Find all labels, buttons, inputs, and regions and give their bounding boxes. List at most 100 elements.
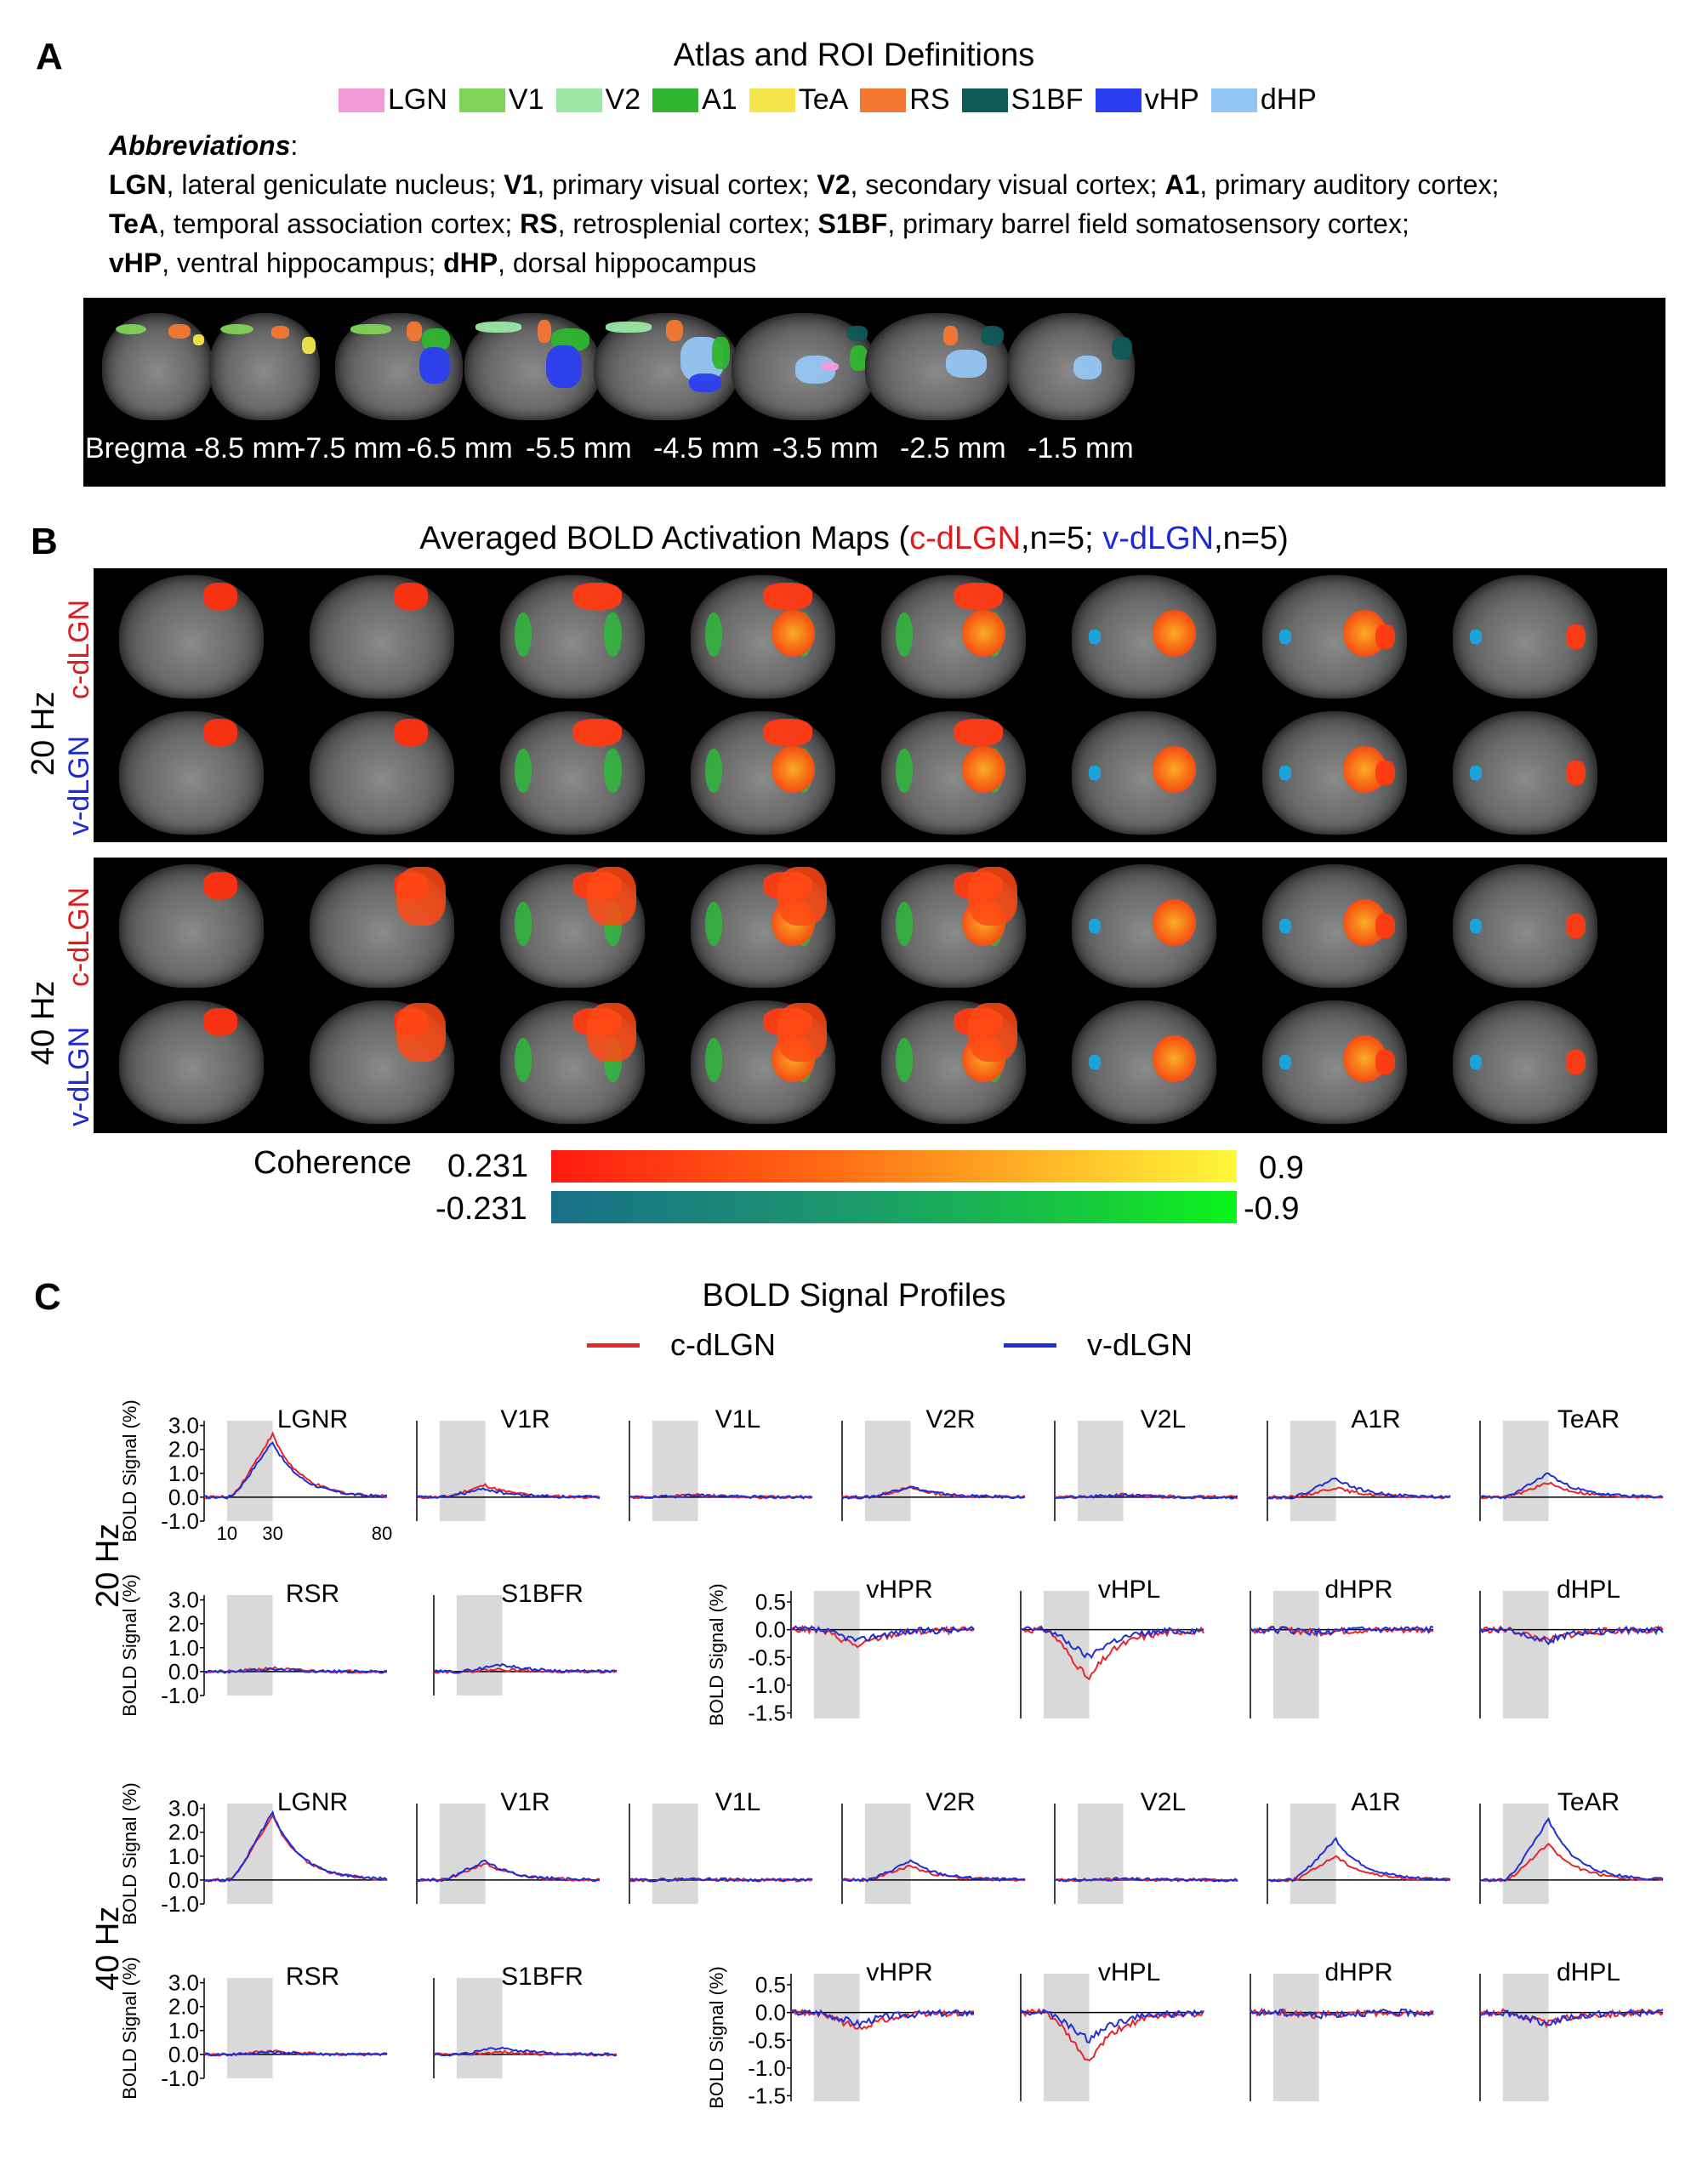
brain-slice — [500, 711, 645, 835]
roi-overlay — [475, 322, 522, 333]
roi-overlay — [954, 582, 1003, 610]
series-c-dlgn — [1479, 1843, 1664, 1883]
series-v-dlgn — [1020, 1626, 1204, 1660]
y-tick-label: -1.0 — [161, 1891, 199, 1917]
stimulus-window — [652, 1804, 698, 1904]
chart-title: TeAR — [1557, 1405, 1620, 1433]
abbr-definition: , secondary visual cortex; — [850, 169, 1165, 200]
profile-chart-v1r — [416, 1804, 601, 1904]
roi-overlay — [705, 1037, 723, 1082]
roi-overlay — [705, 748, 723, 793]
roi-overlay — [270, 326, 289, 339]
brain-slice — [1072, 575, 1216, 698]
y-tick-label: 2.0 — [168, 1994, 199, 2020]
slice-label: -3.5 mm — [772, 432, 879, 464]
roi-overlay — [572, 718, 622, 746]
brain-slice — [500, 864, 645, 988]
legend-item-v2: V2 — [555, 83, 641, 117]
stimulus-window — [226, 1978, 273, 2078]
y-tick-label: -0.5 — [748, 1644, 786, 1670]
brain-slice — [1262, 1000, 1407, 1124]
profile-chart-dhpl — [1479, 1591, 1664, 1718]
stimulus-window — [1502, 1974, 1549, 2101]
roi-overlay — [1470, 765, 1482, 781]
legend-swatch — [555, 88, 602, 112]
roi-overlay — [1279, 629, 1291, 645]
abbreviations: Abbreviations: LGN, lateral geniculate n… — [109, 130, 1500, 278]
slice-label: -6.5 mm — [407, 432, 513, 464]
roi-overlay — [821, 362, 839, 372]
roi-overlay — [396, 1002, 446, 1063]
y-tick-label: 3.0 — [168, 1587, 199, 1613]
legend-swatch — [1095, 88, 1142, 112]
abbr-term: RS — [520, 208, 558, 239]
stimulus-window — [1502, 1591, 1549, 1718]
profile-chart-vhpl — [1020, 1591, 1204, 1718]
legend-label: V2 — [605, 83, 641, 116]
stimulus-window — [813, 1974, 860, 2101]
roi-overlay — [962, 609, 1006, 657]
brain-slice — [119, 711, 264, 835]
stimulus-window — [1272, 1591, 1319, 1718]
abbr-definition: , lateral geniculate nucleus; — [166, 169, 504, 200]
chart-title: vHPR — [866, 1576, 932, 1604]
legend-label: vHP — [1144, 83, 1199, 116]
stimulus-window — [864, 1804, 911, 1904]
brain-slice — [464, 313, 601, 420]
roi-overlay — [850, 345, 868, 372]
x-tick-label: 30 — [262, 1523, 282, 1544]
brain-slice — [1072, 711, 1216, 835]
brain-slice — [310, 575, 454, 698]
chart-title: vHPR — [866, 1958, 932, 1986]
series-v-dlgn — [203, 2049, 388, 2057]
roi-overlay — [168, 323, 191, 339]
roi-overlay — [393, 582, 429, 610]
abbr-term: A1 — [1164, 169, 1200, 200]
stimulus-window — [1290, 1421, 1336, 1521]
chart-title: TeAR — [1557, 1788, 1620, 1816]
profile-chart-rsr — [200, 1978, 388, 2079]
slice-label: Bregma -8.5 mm — [85, 432, 301, 464]
series-v-dlgn — [790, 1625, 975, 1643]
stimulus-window — [456, 1595, 503, 1696]
series-c-dlgn — [1020, 2008, 1204, 2062]
y-tick-label: 0.0 — [755, 2000, 786, 2026]
chart-title: A1R — [1351, 1405, 1400, 1433]
panel-a-letter: A — [36, 36, 63, 77]
y-tick-label: 1.0 — [168, 1461, 199, 1486]
roi-overlay — [202, 871, 238, 899]
brain-slice — [310, 864, 454, 988]
series-v-dlgn — [1054, 1877, 1238, 1883]
roi-overlay — [946, 349, 987, 378]
series-v-dlgn — [433, 1662, 618, 1674]
y-tick-label: 0.0 — [168, 1659, 199, 1684]
brain-slice — [102, 313, 213, 420]
legend-item-rs: RS — [860, 83, 950, 117]
stimulus-window — [1290, 1804, 1336, 1904]
roi-overlay — [1375, 914, 1396, 938]
profile-chart-v2l — [1054, 1421, 1238, 1521]
chart-title: V1R — [500, 1405, 549, 1433]
profile-chart-vhpl — [1020, 1974, 1204, 2101]
brain-slice — [691, 711, 835, 835]
roi-overlay — [515, 1037, 532, 1082]
series-v-dlgn — [629, 1877, 813, 1883]
chart-title: V2L — [1141, 1788, 1186, 1816]
y-tick-label: -1.5 — [748, 1700, 786, 1725]
y-axis-label: BOLD Signal (%) — [119, 1399, 140, 1542]
stimulus-window — [439, 1804, 486, 1904]
series-v-dlgn — [203, 1441, 388, 1500]
chart-title: V1R — [500, 1788, 549, 1816]
brain-slice — [1007, 313, 1135, 420]
activation-40hz — [94, 858, 1667, 1133]
y-tick-label: -1.0 — [748, 1673, 786, 1698]
y-tick-label: -1.5 — [748, 2083, 786, 2108]
panel-c-letter: C — [34, 1276, 61, 1318]
y-tick-label: 2.0 — [168, 1437, 199, 1462]
chart-title: RSR — [286, 1580, 339, 1608]
brain-slice — [881, 864, 1026, 988]
y-axis-label: BOLD Signal (%) — [706, 1966, 727, 2109]
profile-chart-dhpr — [1250, 1974, 1434, 2101]
profile-chart-a1r — [1267, 1421, 1451, 1521]
roi-overlay — [515, 901, 532, 946]
